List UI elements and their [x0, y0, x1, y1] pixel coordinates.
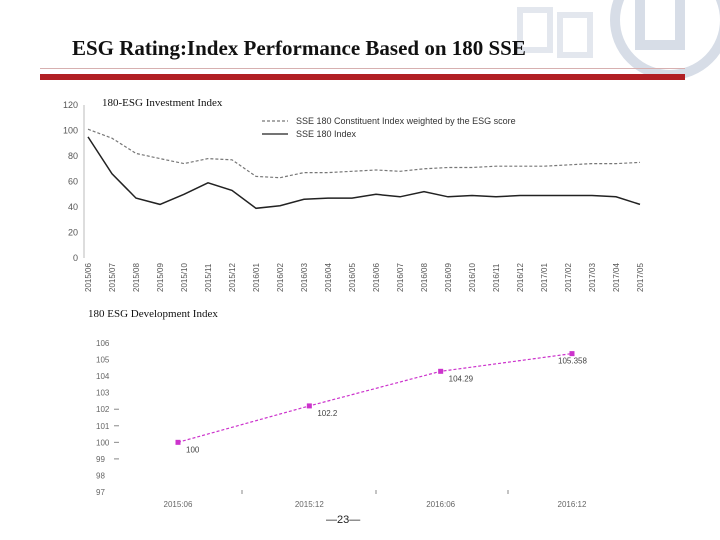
x-tick-label: 2017/03 [588, 263, 597, 292]
plot-background [44, 98, 644, 296]
data-label: 102.2 [317, 409, 338, 418]
y-tick-label: 40 [68, 202, 78, 212]
data-point [175, 439, 181, 445]
data-point [569, 351, 575, 357]
y-tick-label: 120 [63, 100, 78, 110]
x-tick-label: 2016/06 [372, 263, 381, 292]
series-line [87, 136, 641, 210]
x-tick-label: 2016/01 [252, 263, 261, 292]
data-label: 100 [186, 445, 200, 454]
development-chart-title: 180 ESG Development Index [88, 308, 218, 320]
x-tick-label: 2017/02 [564, 263, 573, 292]
title-divider [40, 74, 685, 80]
x-tick-label: 2016:06 [426, 500, 455, 509]
x-tick-label: 2015:12 [295, 500, 324, 509]
y-tick-label: 99 [96, 455, 105, 464]
x-tick-label: 2015:06 [164, 500, 193, 509]
legend-label: SSE 180 Index [296, 129, 357, 139]
y-tick-label: 102 [96, 405, 110, 414]
y-tick-label: 97 [96, 488, 105, 497]
investment-chart-title: 180-ESG Investment Index [102, 97, 223, 109]
x-tick-label: 2016:12 [558, 500, 587, 509]
x-tick-label: 2017/04 [612, 263, 621, 292]
y-tick-label: 105 [96, 356, 110, 365]
y-tick-label: 106 [96, 339, 110, 348]
y-tick-label: 100 [63, 126, 78, 136]
x-tick-label: 2017/01 [540, 263, 549, 292]
x-tick-label: 2015/06 [84, 263, 93, 292]
y-tick-label: 103 [96, 389, 110, 398]
x-tick-label: 2015/11 [204, 263, 213, 292]
title-divider-thin [40, 68, 685, 69]
x-tick-label: 2017/05 [636, 263, 645, 292]
x-tick-label: 2016/11 [492, 263, 501, 292]
legend-label: SSE 180 Constituent Index weighted by th… [296, 116, 516, 126]
page-number: —23— [326, 514, 361, 526]
y-tick-label: 60 [68, 177, 78, 187]
x-tick-label: 2016/02 [276, 263, 285, 292]
y-tick-label: 0 [73, 253, 78, 263]
x-tick-label: 2016/08 [420, 263, 429, 292]
y-tick-label: 100 [96, 438, 110, 447]
y-tick-label: 80 [68, 151, 78, 161]
x-tick-label: 2016/10 [468, 263, 477, 292]
y-tick-label: 98 [96, 471, 105, 480]
y-tick-label: 20 [68, 228, 78, 238]
x-tick-label: 2016/04 [324, 263, 333, 292]
data-label: 105.358 [558, 357, 587, 366]
data-label: 104.29 [449, 374, 474, 383]
x-tick-label: 2015/07 [108, 263, 117, 292]
x-tick-label: 2016/07 [396, 263, 405, 292]
x-tick-label: 2016/09 [444, 263, 453, 292]
x-tick-label: 2015/10 [180, 263, 189, 292]
x-tick-label: 2016/12 [516, 263, 525, 292]
x-tick-label: 2015/12 [228, 263, 237, 292]
y-tick-label: 101 [96, 422, 110, 431]
y-tick-label: 104 [96, 372, 110, 381]
data-point [438, 368, 444, 374]
x-tick-label: 2016/03 [300, 263, 309, 292]
x-tick-label: 2015/09 [156, 263, 165, 292]
x-tick-label: 2016/05 [348, 263, 357, 292]
data-point [306, 403, 312, 409]
series-line [177, 353, 573, 443]
x-tick-label: 2015/08 [132, 263, 141, 292]
slide-title: ESG Rating:Index Performance Based on 18… [72, 36, 526, 60]
